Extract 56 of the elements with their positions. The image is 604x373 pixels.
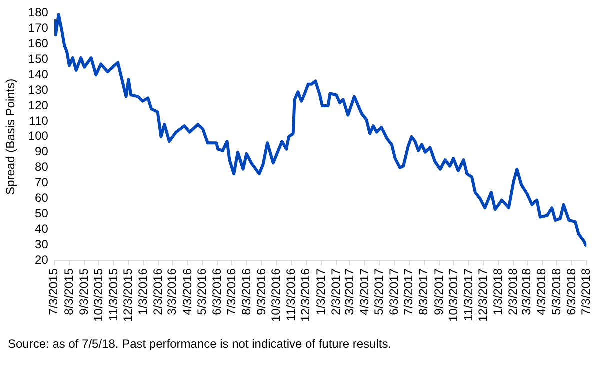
x-tick-label: 11/3/2017 [461,268,476,322]
x-tick-label: 1/3/2016 [136,268,150,316]
x-tick-label: 12/3/2015 [121,268,136,322]
y-tick-label: 100 [28,129,49,144]
x-tick-label: 10/3/2017 [446,268,460,322]
x-tick-label: 7/3/2015 [46,268,61,316]
x-tick-label: 6/3/2016 [210,268,224,316]
x-tick-label: 4/3/2016 [180,268,194,316]
x-tick-label: 4/3/2017 [357,268,372,316]
x-tick-label: 3/3/2018 [520,268,534,316]
y-tick-label: 130 [28,82,49,97]
x-tick-label: 1/3/2017 [314,268,328,316]
x-tick-label: 8/3/2016 [240,268,254,316]
y-tick-label: 40 [35,222,49,236]
x-tick-label: 2/3/2017 [328,268,343,316]
y-tick-label: 70 [35,176,49,190]
y-axis-title: Spread (Basis Points) [4,78,18,195]
y-tick-label: 160 [28,36,49,50]
x-tick-label: 11/3/2016 [284,268,298,322]
x-tick-label: 5/3/2016 [194,268,209,316]
x-tick-label: 6/3/2018 [564,268,578,316]
y-tick-label: 140 [28,67,49,82]
x-tick-label: 7/3/2017 [402,268,416,316]
x-tick-label: 11/3/2015 [106,268,120,322]
y-tick-label: 30 [35,237,49,252]
source-note: Source: as of 7/5/18. Past performance is not indicative of future results. [8,337,392,351]
x-tick-label: 3/3/2016 [165,268,180,316]
x-tick-label: 8/3/2017 [416,268,431,316]
y-tick-label: 50 [35,206,49,221]
y-tick-label: 60 [35,191,49,206]
y-tick-label: 150 [28,52,49,66]
x-tick-label: 5/3/2017 [372,268,386,316]
y-tick-label: 110 [29,114,49,128]
y-tick-label: 90 [35,144,49,159]
x-tick-label: 7/3/2018 [578,268,593,316]
x-tick-label: 5/3/2018 [549,268,564,316]
y-tick-label: 120 [28,98,49,112]
x-tick-label: 7/3/2016 [224,268,238,316]
x-tick-label: 2/3/2018 [506,268,520,316]
x-tick-label: 9/3/2017 [432,268,446,316]
x-tick-label: 9/3/2016 [254,268,269,316]
x-tick-label: 3/3/2017 [342,268,356,316]
x-tick-label: 10/3/2016 [269,268,284,322]
y-tick-label: 180 [28,6,49,20]
x-tick-label: 9/3/2015 [76,268,91,316]
x-tick-label: 2/3/2016 [151,268,166,316]
x-tick-label: 1/3/2018 [491,268,506,316]
x-tick-label: 10/3/2015 [91,268,106,322]
x-tick-label: 8/3/2015 [62,268,76,316]
x-tick-label: 4/3/2018 [534,268,549,316]
x-tick-label: 6/3/2017 [387,268,402,316]
x-tick-label: 12/3/2016 [298,268,313,322]
y-tick-label: 170 [28,20,49,35]
x-tick-label: 12/3/2017 [476,268,490,322]
y-tick-label: 20 [35,252,49,267]
y-tick-label: 80 [35,160,49,174]
